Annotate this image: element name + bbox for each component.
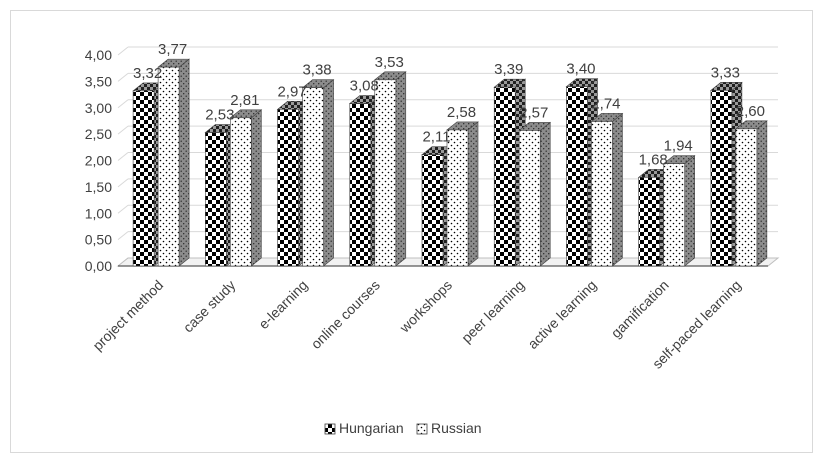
gridline-depth (117, 99, 129, 109)
data-label-hungarian: 3,08 (350, 78, 379, 95)
data-label-hungarian: 2,97 (277, 83, 306, 100)
bar-side-russian (178, 58, 190, 267)
y-tick-label: 3,50 (85, 73, 112, 89)
bar-russian (663, 163, 685, 267)
gridline-depth (117, 231, 129, 241)
bar-russian (446, 129, 469, 267)
bar-russian (302, 87, 324, 267)
bar-side-russian (395, 71, 407, 267)
gridline-depth (117, 152, 129, 161)
x-tick-label: e-learning (255, 277, 310, 332)
bar-russian (230, 117, 252, 267)
y-tick-label: 3,00 (85, 100, 112, 116)
bar-russian (591, 121, 613, 267)
bar-side-russian (323, 79, 334, 267)
y-tick-label: 1,00 (85, 205, 112, 221)
bar-side-russian (251, 109, 262, 267)
data-label-russian: 3,38 (302, 62, 331, 79)
x-tick-label: online courses (308, 277, 383, 352)
bar-hungarian (710, 90, 733, 267)
data-label-hungarian: 2,11 (422, 129, 450, 146)
x-axis-ticks: project method case study e-learningonline… (89, 277, 744, 372)
data-label-russian: 2,81 (230, 92, 259, 109)
bar-side-russian (467, 121, 479, 267)
bar-hungarian (349, 103, 372, 267)
legend-swatch-russian (416, 423, 428, 435)
bar-russian (518, 130, 541, 267)
bar-hungarian (277, 109, 299, 267)
y-tick-label: 4,00 (85, 47, 112, 63)
data-label-russian: 3,77 (158, 41, 187, 58)
gridline-depth (117, 72, 129, 82)
data-label-russian: 2,74 (591, 95, 620, 112)
data-label-hungarian: 3,40 (566, 61, 595, 78)
y-tick-label: 2,00 (85, 153, 112, 169)
data-label-hungarian: 3,39 (494, 61, 523, 78)
bar-side-russian (612, 112, 623, 267)
legend-swatch-hungarian (324, 423, 336, 435)
data-label-russian: 2,58 (447, 104, 476, 121)
data-label-russian: 2,60 (736, 103, 765, 120)
bar-hungarian (566, 86, 588, 267)
y-tick-label: 1,50 (85, 179, 112, 195)
data-label-russian: 3,53 (375, 54, 404, 71)
legend: Hungarian Russian (324, 420, 482, 436)
legend-label-hungarian: Hungarian (339, 420, 404, 436)
x-tick-label: case study (180, 277, 239, 336)
data-label-hungarian: 3,32 (133, 65, 162, 82)
gridline-depth (117, 178, 129, 188)
x-tick-label: project method (89, 277, 166, 354)
legend-label-russian: Russian (431, 420, 482, 436)
y-tick-label: 0,50 (85, 232, 112, 248)
bar-side-russian (684, 155, 695, 267)
data-label-russian: 2,57 (519, 104, 548, 121)
data-label-hungarian: 2,53 (205, 107, 234, 124)
gridline-depth (117, 125, 129, 135)
gridline-depth (117, 204, 129, 214)
data-label-hungarian: 3,33 (711, 64, 740, 81)
bar-side-russian (756, 120, 768, 267)
y-tick-label: 2,50 (85, 126, 112, 142)
bar-russian (157, 66, 180, 267)
bar-hungarian (421, 154, 444, 267)
data-label-russian: 1,94 (664, 138, 693, 155)
y-axis-ticks: 0,00 0,50 1,00 1,50 2,00 2,50 3,00 3,50 4,00 (85, 47, 112, 274)
x-tick-label: gamification (608, 277, 672, 341)
bars (132, 58, 768, 267)
bar-hungarian (205, 132, 227, 267)
data-label-hungarian: 1,68 (639, 151, 668, 168)
bar-russian (374, 79, 397, 267)
bar-side-russian (539, 121, 551, 267)
bar-hungarian (638, 177, 660, 267)
x-tick-label: peer learning (458, 277, 527, 346)
y-tick-label: 0,00 (85, 258, 112, 274)
bar-russian (735, 128, 758, 267)
x-tick-label: active learning (524, 277, 599, 352)
data-labels: 3,32 3,77 2,532,81 2,97 3,38 3,08 3,53 2,11 2,58… (133, 41, 765, 168)
gridline-depth (117, 46, 129, 56)
x-tick-label: workshops (396, 277, 455, 336)
bar-hungarian (493, 86, 516, 267)
bar-hungarian (132, 90, 155, 267)
